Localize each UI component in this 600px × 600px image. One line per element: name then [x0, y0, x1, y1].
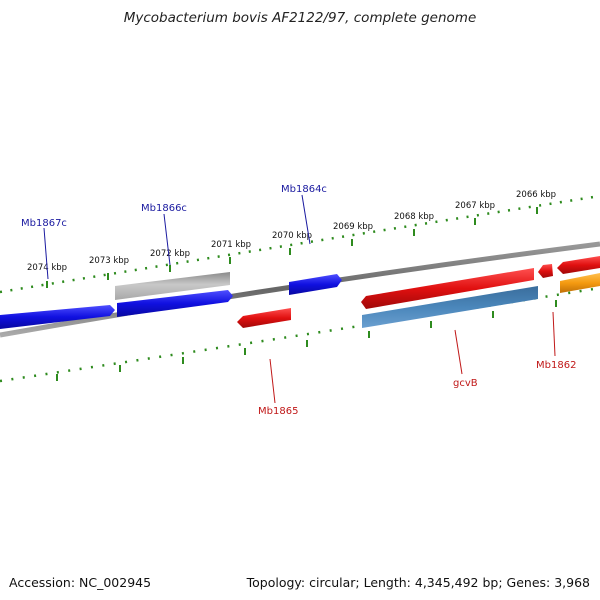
- gene-mb1867c[interactable]: [0, 305, 115, 329]
- leader-mb1866c: [163, 213, 171, 266]
- leader-mb1867c: [43, 227, 49, 280]
- gene-reverse-2[interactable]: [538, 264, 553, 278]
- gene-label-mb1865[interactable]: Mb1865: [258, 406, 298, 417]
- tick-label: 2071 kbp: [211, 240, 251, 250]
- leader-mb1865: [269, 358, 276, 404]
- tick-label: 2070 kbp: [272, 231, 312, 241]
- tick-label: 2067 kbp: [455, 201, 495, 211]
- gene-mb1864c[interactable]: [289, 274, 342, 295]
- gene-pseudo[interactable]: [115, 272, 230, 300]
- map-title: Mycobacterium bovis AF2122/97, complete …: [123, 10, 477, 26]
- gene-orange[interactable]: [560, 273, 600, 293]
- tick-label: 2073 kbp: [89, 256, 129, 266]
- gene-gcvb[interactable]: [362, 286, 538, 328]
- leader-mb1862: [552, 311, 556, 357]
- outer-tick-track: [0, 194, 600, 294]
- gene-label-mb1866c[interactable]: Mb1866c: [141, 203, 187, 214]
- inner-major-ticks: [56, 300, 557, 381]
- gene-mb1866c[interactable]: [117, 290, 233, 317]
- gene-reverse-1[interactable]: [361, 268, 534, 309]
- gene-label-mb1867c[interactable]: Mb1867c: [21, 218, 67, 229]
- gene-reverse-3[interactable]: [557, 256, 600, 274]
- outer-major-ticks: [46, 207, 538, 288]
- gene-label-gcvb[interactable]: gcvB: [453, 378, 478, 389]
- tick-label: 2072 kbp: [150, 249, 190, 259]
- leader-mb1864c: [301, 194, 311, 245]
- gene-mb1865[interactable]: [237, 308, 291, 328]
- gene-label-mb1862[interactable]: Mb1862: [536, 360, 576, 371]
- tick-label: 2068 kbp: [394, 212, 434, 222]
- accession-text: Accession: NC_002945: [9, 575, 152, 590]
- tick-label: 2069 kbp: [333, 222, 373, 232]
- leader-gcvb: [454, 329, 463, 375]
- gene-label-mb1864c[interactable]: Mb1864c: [281, 184, 327, 195]
- genome-summary-text: Topology: circular; Length: 4,345,492 bp…: [246, 575, 590, 590]
- tick-label: 2066 kbp: [516, 190, 556, 200]
